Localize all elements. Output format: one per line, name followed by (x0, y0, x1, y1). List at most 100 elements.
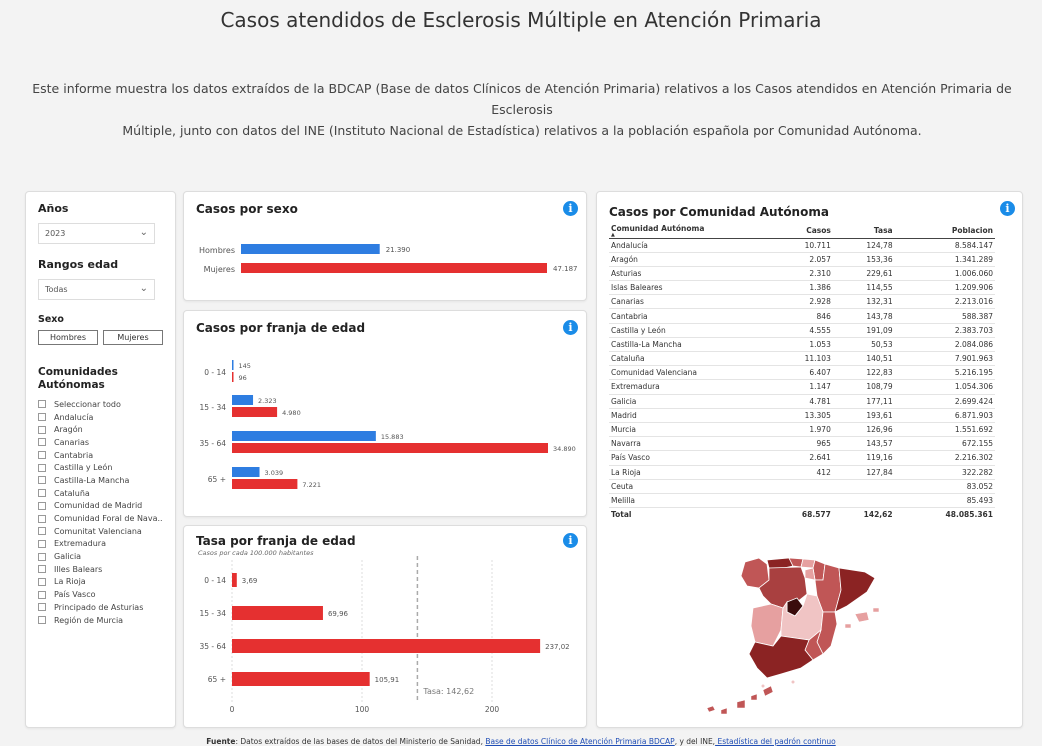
age-range-dropdown[interactable]: Todas ⌄ (38, 279, 155, 300)
cell-casos: 11.103 (771, 351, 833, 367)
ccaa-checkbox-item[interactable]: Cantabria (38, 449, 163, 462)
table-row[interactable]: Galicia 4.781 177,11 2.699.424 (609, 394, 995, 409)
table-row[interactable]: Canarias 2.928 132,31 2.213.016 (609, 294, 995, 310)
info-icon[interactable]: i (563, 201, 578, 216)
table-row[interactable]: Extremadura 1.147 108,79 1.054.306 (609, 379, 995, 395)
ccaa-checkbox-item[interactable]: Comunitat Valenciana (38, 525, 163, 538)
checkbox[interactable] (38, 501, 46, 510)
checkbox[interactable] (38, 476, 46, 485)
info-icon[interactable]: i (563, 320, 578, 335)
checkbox[interactable] (38, 413, 46, 422)
page-title: Casos atendidos de Esclerosis Múltiple e… (220, 8, 822, 32)
info-icon[interactable]: i (1000, 201, 1015, 216)
cell-poblacion: 588.387 (894, 308, 995, 324)
table-row[interactable]: Ceuta 83.052 (609, 479, 995, 494)
cell-tasa: 140,51 (832, 351, 895, 367)
checkbox[interactable] (38, 552, 46, 561)
cell-poblacion: 1.054.306 (894, 379, 995, 395)
ccaa-checkbox-item[interactable]: Galicia (38, 550, 163, 563)
table-row[interactable]: Islas Baleares 1.386 114,55 1.209.906 (609, 280, 995, 296)
table-row[interactable]: Cataluña 11.103 140,51 7.901.963 (609, 351, 995, 367)
cell-ccaa: Canarias (609, 294, 772, 310)
table-row[interactable]: Andalucía 10.711 124,78 8.584.147 (609, 238, 995, 253)
cell-casos: 1.970 (771, 422, 833, 438)
cell-poblacion: 322.282 (894, 465, 995, 480)
ccaa-checkbox-item[interactable]: Castilla y León (38, 461, 163, 474)
table-row[interactable]: Madrid 13.305 193,61 6.871.903 (609, 408, 995, 423)
ccaa-checkbox-item[interactable]: Principado de Asturias (38, 601, 163, 614)
checkbox[interactable] (38, 527, 46, 536)
map-region-pais-vasco[interactable] (800, 558, 816, 569)
table-total-row[interactable]: Total 68.577 142,62 48.085.361 (609, 507, 995, 522)
map-region-andalucia[interactable] (748, 635, 814, 679)
cell-tasa: 108,79 (832, 379, 895, 395)
ccaa-checkbox-item[interactable]: La Rioja (38, 576, 163, 589)
map-region-canarias[interactable] (706, 685, 774, 715)
table-row[interactable]: Aragón 2.057 153,36 1.341.289 (609, 252, 995, 267)
checkbox[interactable] (38, 616, 46, 625)
age-range-value: Todas (45, 285, 68, 294)
checkbox[interactable] (38, 514, 46, 523)
checkbox[interactable] (38, 577, 46, 586)
checkbox[interactable] (38, 400, 46, 409)
ccaa-checkbox-item[interactable]: Comunidad Foral de Nava... (38, 512, 163, 525)
checkbox[interactable] (38, 590, 46, 599)
data-label: 96 (239, 374, 247, 382)
checkbox[interactable] (38, 451, 46, 460)
ccaa-checkbox-item[interactable]: Castilla-La Mancha (38, 474, 163, 487)
ccaa-checkbox-item[interactable]: Canarias (38, 436, 163, 449)
checkbox[interactable] (38, 425, 46, 434)
table-row[interactable]: País Vasco 2.641 119,16 2.216.302 (609, 450, 995, 466)
table-row[interactable]: La Rioja 412 127,84 322.282 (609, 465, 995, 480)
bar (232, 573, 237, 587)
padron-link[interactable]: Estadística del padrón continuo (715, 737, 836, 746)
checkbox[interactable] (38, 489, 46, 498)
map-region-la-rioja[interactable] (804, 567, 816, 581)
table-row[interactable]: Asturias 2.310 229,61 1.006.060 (609, 266, 995, 282)
table-row[interactable]: Navarra 965 143,57 672.155 (609, 436, 995, 452)
sex-men-button[interactable]: Hombres (38, 330, 98, 345)
cell-tasa: 177,11 (832, 394, 895, 409)
years-dropdown[interactable]: 2023 ⌄ (38, 223, 155, 244)
col-header-ccaa[interactable]: Comunidad Autónoma ▲ (609, 224, 772, 239)
table-row[interactable]: Comunidad Valenciana 6.407 122,83 5.216.195 (609, 365, 995, 381)
checkbox[interactable] (38, 438, 46, 447)
ccaa-checkbox-item[interactable]: Región de Murcia (38, 614, 163, 627)
footer: Fuente: Datos extraídos de las bases de … (0, 737, 1042, 746)
cell-ccaa: Andalucía (609, 238, 772, 253)
checkbox[interactable] (38, 463, 46, 472)
ccaa-checkbox-item[interactable]: Cataluña (38, 487, 163, 500)
cell-ccaa: Extremadura (609, 379, 772, 395)
sex-women-button[interactable]: Mujeres (103, 330, 163, 345)
ccaa-checkbox-item[interactable]: Andalucía (38, 411, 163, 424)
map-region-cataluna[interactable] (834, 567, 876, 613)
map-region-extremadura[interactable] (750, 603, 784, 647)
spain-map (706, 557, 880, 715)
table-row[interactable]: Castilla y León 4.555 191,09 2.383.703 (609, 323, 995, 338)
ccaa-checkbox-item[interactable]: País Vasco (38, 588, 163, 601)
ccaa-checkbox-item[interactable]: Comunidad de Madrid (38, 500, 163, 513)
data-label: 237,02 (545, 643, 570, 651)
col-header-casos[interactable]: Casos (771, 224, 833, 239)
col-header-tasa[interactable]: Tasa (832, 224, 895, 239)
table-row[interactable]: Murcia 1.970 126,96 1.551.692 (609, 422, 995, 438)
info-icon[interactable]: i (563, 533, 578, 548)
col-header-poblacion[interactable]: Poblacion (894, 224, 995, 239)
map-region-baleares[interactable] (844, 607, 880, 629)
table-row[interactable]: Melilla 85.493 (609, 493, 995, 509)
bdcap-link[interactable]: Base de datos Clínico de Atención Primar… (485, 737, 675, 746)
table-row[interactable]: Cantabria 846 143,78 588.387 (609, 308, 995, 324)
map-region-ceuta[interactable] (761, 684, 765, 688)
ccaa-checkbox-item[interactable]: Aragón (38, 423, 163, 436)
checkbox[interactable] (38, 603, 46, 612)
ccaa-checkbox-item[interactable]: Extremadura (38, 538, 163, 551)
ccaa-checkbox-item[interactable]: Seleccionar todo (38, 398, 163, 411)
ccaa-checkbox-item[interactable]: Illes Balears (38, 563, 163, 576)
checkbox[interactable] (38, 539, 46, 548)
map-region-melilla[interactable] (791, 680, 795, 684)
tick-label: 0 (230, 705, 235, 714)
table-row[interactable]: Castilla-La Mancha 1.053 50,53 2.084.086 (609, 337, 995, 353)
cell-poblacion: 48.085.361 (894, 507, 995, 522)
checkbox[interactable] (38, 565, 46, 574)
cell-poblacion: 1.551.692 (894, 422, 995, 438)
